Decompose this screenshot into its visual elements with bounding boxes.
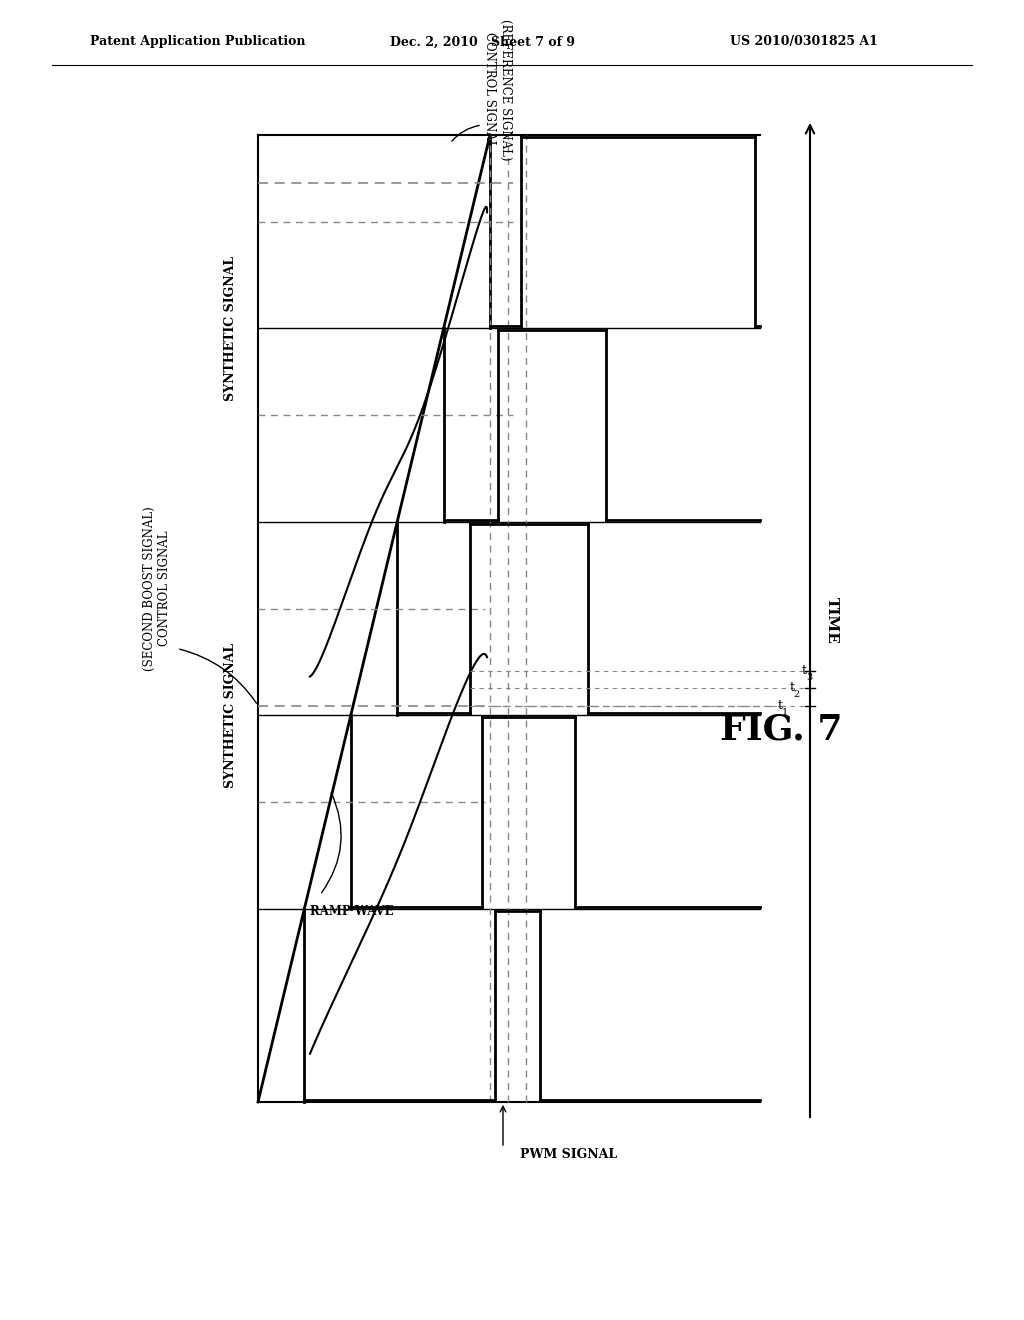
Text: Dec. 2, 2010   Sheet 7 of 9: Dec. 2, 2010 Sheet 7 of 9 [390,36,575,49]
Text: US 2010/0301825 A1: US 2010/0301825 A1 [730,36,878,49]
Text: FIG. 7: FIG. 7 [720,713,843,747]
Text: 3: 3 [806,673,812,682]
Text: CONTROL SIGNAL: CONTROL SIGNAL [483,32,497,148]
Text: SYNTHETIC SIGNAL: SYNTHETIC SIGNAL [223,643,237,788]
Text: t: t [777,700,782,711]
Text: PWM SIGNAL: PWM SIGNAL [520,1148,617,1162]
Text: t: t [790,681,795,694]
Text: 1: 1 [782,708,788,717]
Text: SYNTHETIC SIGNAL: SYNTHETIC SIGNAL [223,256,237,401]
Text: (REFERENCE SIGNAL): (REFERENCE SIGNAL) [500,20,512,161]
Text: RAMP WAVE: RAMP WAVE [310,906,393,917]
Text: Patent Application Publication: Patent Application Publication [90,36,305,49]
Text: CONTROL SIGNAL: CONTROL SIGNAL [159,531,171,647]
Text: 2: 2 [794,690,800,700]
Text: t: t [802,664,807,677]
Text: TIME: TIME [825,597,839,643]
Text: (SECOND BOOST SIGNAL): (SECOND BOOST SIGNAL) [142,506,156,671]
